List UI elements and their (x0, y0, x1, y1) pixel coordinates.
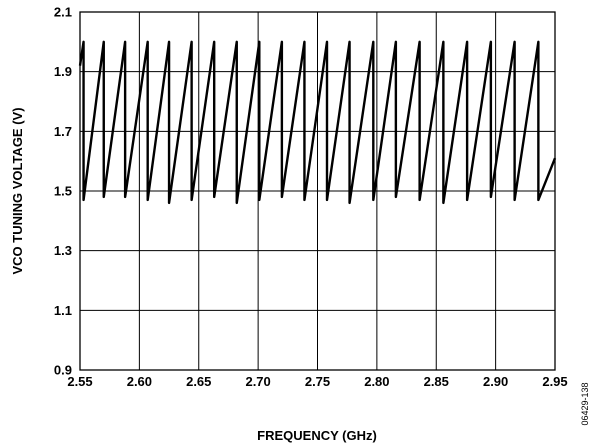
grid (79, 11, 556, 371)
y-tick-label: 0.9 (54, 363, 72, 378)
y-tick-label: 1.1 (54, 303, 72, 318)
y-tick-label: 1.3 (54, 243, 72, 258)
plot-frame (79, 11, 556, 371)
x-tick-label: 2.75 (305, 374, 330, 389)
y-axis-title: VCO TUNING VOLTAGE (V) (10, 107, 25, 274)
x-tick-label: 2.80 (364, 374, 389, 389)
series-group (78, 40, 557, 205)
x-tick-label: 2.55 (67, 374, 92, 389)
x-tick-label: 2.60 (127, 374, 152, 389)
y-tick-label: 1.9 (54, 64, 72, 79)
y-tick-label: 2.1 (54, 5, 72, 20)
x-tick-label: 2.85 (424, 374, 449, 389)
x-tick-label: 2.95 (542, 374, 567, 389)
y-tick-label: 1.5 (54, 184, 72, 199)
x-tick-label: 2.65 (186, 374, 211, 389)
figure-id: 06429-138 (580, 382, 590, 425)
x-tick-label: 2.90 (483, 374, 508, 389)
x-tick-label: 2.70 (245, 374, 270, 389)
tick-labels: 2.55 2.60 2.65 2.70 2.75 2.80 2.85 2.90 2.95 0.9 1… (54, 5, 568, 390)
x-axis-title: FREQUENCY (GHz) (257, 428, 377, 443)
y-tick-label: 1.7 (54, 124, 72, 139)
series-line-0 (78, 40, 557, 205)
